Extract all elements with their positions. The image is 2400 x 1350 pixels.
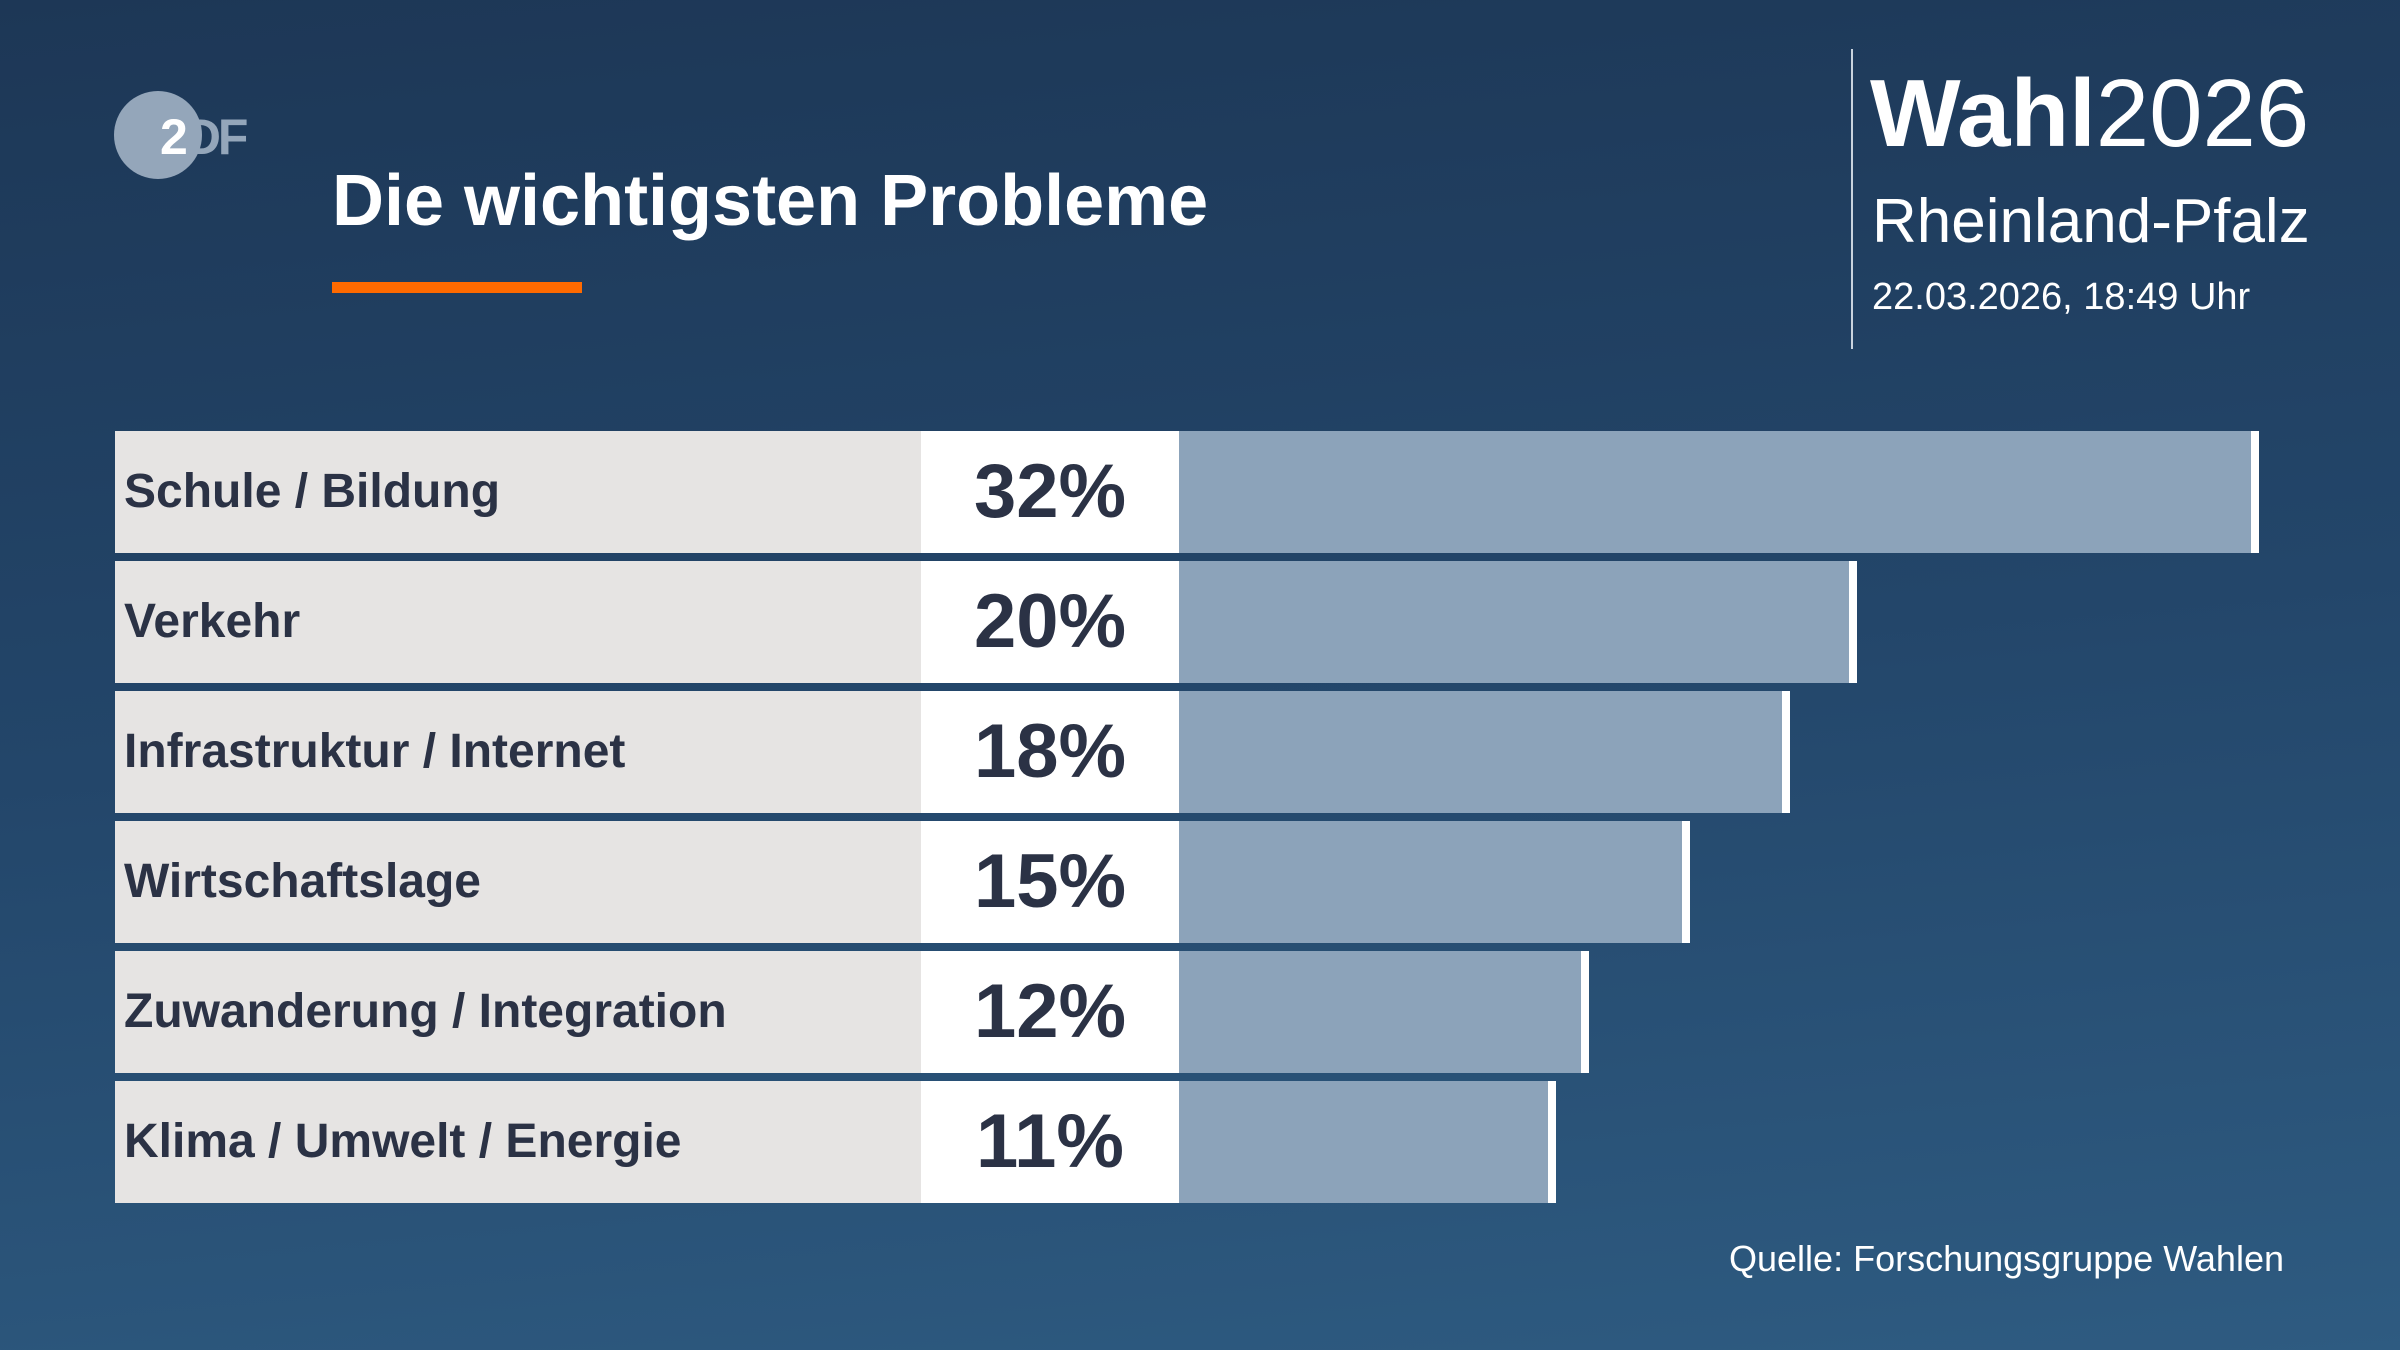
chart-title: Die wichtigsten Probleme (332, 161, 1209, 241)
bar (1179, 951, 1589, 1073)
zdf-logo-circle (114, 91, 202, 179)
bar (1179, 431, 2259, 553)
value-label: 15% (921, 821, 1179, 943)
category-label: Klima / Umwelt / Energie (115, 1081, 921, 1203)
divider (1851, 49, 1853, 349)
category-label: Infrastruktur / Internet (115, 691, 921, 813)
source-note: Quelle: Forschungsgruppe Wahlen (1729, 1238, 2284, 1279)
datetime: 22.03.2026, 18:49 Uhr (1872, 276, 2251, 318)
wahl-label: Wahl (1870, 60, 2096, 167)
wahl-year: 2026 (2095, 60, 2310, 167)
bar (1179, 561, 1857, 683)
category-label: Wirtschaftslage (115, 821, 921, 943)
title-accent-bar (332, 282, 582, 293)
zdf-logo: 2DF (160, 109, 248, 165)
category-label: Zuwanderung / Integration (115, 951, 921, 1073)
election-badge: Wahl2026 (1870, 66, 2309, 162)
category-label: Schule / Bildung (115, 431, 921, 553)
category-label: Verkehr (115, 561, 921, 683)
value-label: 18% (921, 691, 1179, 813)
value-label: 11% (921, 1081, 1179, 1203)
region: Rheinland-Pfalz (1872, 187, 2310, 256)
value-label: 20% (921, 561, 1179, 683)
bar (1179, 821, 1690, 943)
bar (1179, 691, 1790, 813)
bar (1179, 1081, 1556, 1203)
value-label: 12% (921, 951, 1179, 1073)
value-label: 32% (921, 431, 1179, 553)
